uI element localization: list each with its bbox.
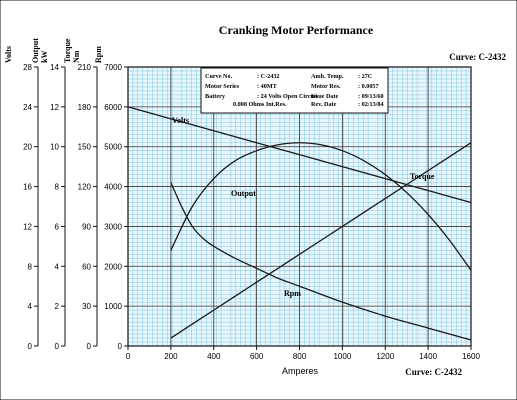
y-tick-label: 4000 bbox=[104, 183, 122, 192]
y-tick-label: 5000 bbox=[104, 143, 122, 152]
y-tick-label: 12 bbox=[23, 222, 32, 231]
x-axis-ticks: 0 200 400 600 800 1000 1200 1400 1600 bbox=[126, 346, 480, 361]
y-tick-label: 4 bbox=[28, 302, 33, 311]
x-tick-label: 0 bbox=[126, 352, 131, 361]
y-tick-label: 8 bbox=[28, 262, 33, 271]
y-tick-label: 1000 bbox=[104, 302, 122, 311]
info-box-value: : 02/13/84 bbox=[358, 101, 384, 108]
info-box-value: : 40MT bbox=[257, 83, 278, 90]
series-line-output bbox=[170, 142, 472, 271]
y-tick-label: 8 bbox=[55, 183, 60, 192]
info-box-label: Issue Date bbox=[311, 93, 339, 100]
y-axis-title: Rpm bbox=[94, 46, 103, 63]
y-tick-label: 6 bbox=[55, 222, 60, 231]
x-tick-label: 400 bbox=[207, 352, 221, 361]
y-tick-label: 20 bbox=[23, 143, 32, 152]
y-tick-label: 30 bbox=[82, 302, 91, 311]
info-box-value: : 24 Volts Open Circuit bbox=[257, 93, 319, 100]
y-tick-label: 24 bbox=[23, 103, 32, 112]
info-box-label: Curve No. bbox=[205, 73, 233, 80]
y-tick-label: 7000 bbox=[104, 63, 122, 72]
y-tick-label: 3000 bbox=[104, 222, 122, 231]
series-line-torque bbox=[170, 142, 472, 339]
y-axis-unit: Nm bbox=[72, 50, 81, 63]
y-axis-output: 0 2 4 6 8 10 12 14 Output kW bbox=[31, 38, 66, 351]
y-tick-label: 0 bbox=[118, 342, 123, 351]
y-tick-label: 180 bbox=[78, 103, 92, 112]
y-tick-label: 6000 bbox=[104, 103, 122, 112]
y-axis-unit: kW bbox=[40, 51, 49, 63]
y-tick-label: 60 bbox=[82, 262, 91, 271]
y-tick-label: 16 bbox=[23, 183, 32, 192]
y-axis-title: Torque bbox=[63, 38, 72, 63]
info-box-value: : C-2432 bbox=[257, 73, 280, 80]
y-tick-label: 0 bbox=[55, 342, 60, 351]
info-box-label: Battery bbox=[205, 93, 226, 100]
y-tick-label: 210 bbox=[78, 63, 92, 72]
y-tick-label: 0 bbox=[87, 342, 92, 351]
x-tick-label: 800 bbox=[293, 352, 307, 361]
x-tick-label: 1200 bbox=[376, 352, 394, 361]
series-lines: Volts Output Torque Rpm bbox=[127, 106, 472, 341]
x-tick-label: 1400 bbox=[419, 352, 437, 361]
y-axis-title: Volts bbox=[4, 46, 13, 63]
y-tick-label: 150 bbox=[78, 143, 92, 152]
y-tick-label: 4 bbox=[55, 262, 60, 271]
info-box: Curve No. : C-2432 Amb. Temp. : 27C Motor Se… bbox=[200, 67, 389, 114]
info-box-value: : 09/13/60 bbox=[358, 93, 384, 100]
y-tick-label: 12 bbox=[50, 103, 59, 112]
series-line-rpm bbox=[170, 182, 472, 341]
x-tick-label: 600 bbox=[250, 352, 264, 361]
info-box-frame bbox=[200, 67, 389, 114]
y-tick-label: 14 bbox=[50, 63, 59, 72]
x-tick-label: 1600 bbox=[462, 352, 480, 361]
x-tick-label: 200 bbox=[164, 352, 178, 361]
curve-label-bottom: Curve: C-2432 bbox=[405, 367, 462, 377]
info-box-value: 0.008 Ohms Int.Res. bbox=[233, 101, 287, 108]
y-axis-volts: 0 4 8 12 16 20 24 28 Volts bbox=[4, 46, 39, 351]
y-tick-label: 90 bbox=[82, 222, 91, 231]
x-tick-label: 1000 bbox=[333, 352, 351, 361]
curve-label-top: Curve: C-2432 bbox=[449, 52, 506, 62]
info-box-label: Amb. Temp. bbox=[311, 73, 344, 80]
series-label-output: Output bbox=[231, 189, 256, 198]
y-axis-title: Output bbox=[31, 38, 40, 63]
info-box-label: Rev. Date bbox=[311, 101, 337, 108]
x-axis-label: Amperes bbox=[282, 366, 319, 376]
chart-title: Cranking Motor Performance bbox=[219, 23, 374, 37]
series-label-rpm: Rpm bbox=[284, 289, 301, 298]
info-box-label: Motor Res. bbox=[311, 83, 341, 90]
info-box-value: : 0.0057 bbox=[358, 83, 379, 90]
y-tick-label: 28 bbox=[23, 63, 32, 72]
y-tick-label: 2000 bbox=[104, 262, 122, 271]
series-line-volts bbox=[127, 106, 472, 204]
y-axis-torque: 0 30 60 90 120 150 180 210 Torque Nm bbox=[63, 38, 98, 351]
y-tick-label: 120 bbox=[78, 183, 92, 192]
info-box-value: : 27C bbox=[358, 73, 372, 80]
y-tick-label: 0 bbox=[28, 342, 33, 351]
series-label-volts: Volts bbox=[172, 116, 189, 125]
info-box-label: Motor Series bbox=[205, 83, 240, 90]
series-label-torque: Torque bbox=[410, 172, 435, 181]
y-tick-label: 2 bbox=[55, 302, 60, 311]
y-tick-label: 10 bbox=[50, 143, 59, 152]
